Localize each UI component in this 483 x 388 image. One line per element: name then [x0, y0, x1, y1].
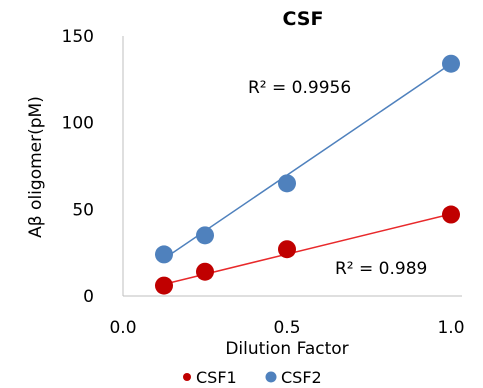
- point-csf2-0: [155, 245, 173, 264]
- point-csf1-0: [155, 276, 173, 295]
- x-tick-label-1: 0.5: [273, 318, 300, 338]
- y-axis-label: Aβ oligomer(pM): [26, 96, 46, 238]
- point-csf1-2: [278, 240, 296, 259]
- legend-item-csf2: CSF2: [265, 368, 322, 387]
- legend-marker-csf1: [183, 373, 191, 381]
- x-axis-label: Dilution Factor: [225, 339, 348, 359]
- y-tick-label-1: 50: [72, 200, 94, 220]
- r2-label-csf2: R² = 0.9956: [248, 78, 351, 98]
- point-csf2-3: [442, 54, 460, 73]
- data-points: [155, 54, 460, 295]
- y-tick-labels: 0 50 100 150: [62, 27, 94, 307]
- y-tick-label-0: 0: [83, 287, 94, 307]
- r2-label-csf1: R² = 0.989: [335, 259, 427, 279]
- legend: CSF1 CSF2: [183, 368, 322, 387]
- point-csf1-3: [442, 205, 460, 224]
- legend-marker-csf2: [265, 371, 277, 383]
- trendline-csf2: [163, 63, 452, 260]
- point-csf1-1: [196, 262, 214, 281]
- x-tick-label-2: 1.0: [437, 318, 464, 338]
- plot-frame: [122, 36, 462, 297]
- y-tick-label-3: 150: [62, 27, 94, 47]
- point-csf2-1: [196, 226, 214, 245]
- legend-item-csf1: CSF1: [183, 368, 237, 387]
- chart-title: CSF: [283, 8, 324, 30]
- x-tick-label-0: 0.0: [109, 318, 136, 338]
- y-tick-label-2: 100: [62, 114, 94, 134]
- legend-label-csf2: CSF2: [281, 368, 322, 387]
- point-csf2-2: [278, 174, 296, 193]
- legend-label-csf1: CSF1: [196, 368, 237, 387]
- x-tick-labels: 0.0 0.5 1.0: [109, 318, 464, 338]
